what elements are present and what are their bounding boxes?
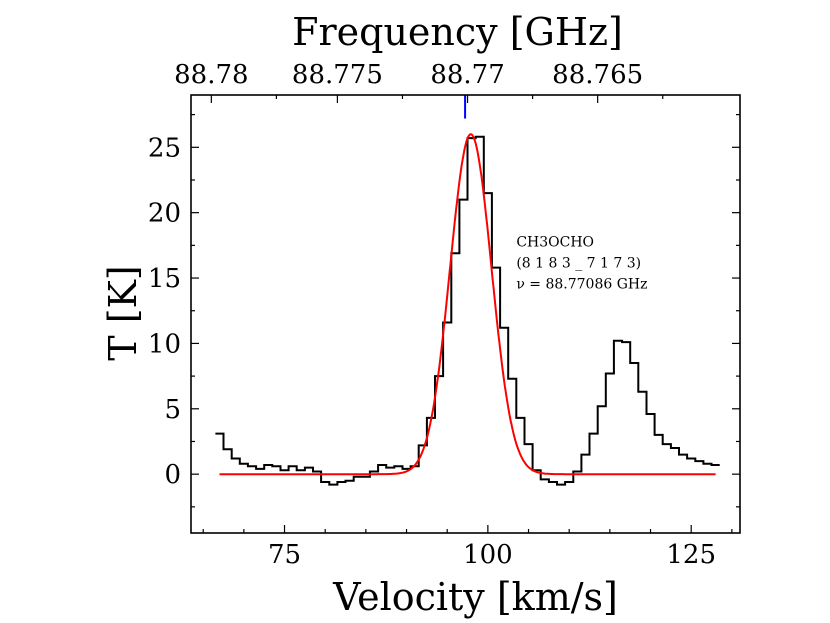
y-tick-label: 20 — [148, 199, 181, 229]
y-tick-label: 0 — [164, 460, 181, 490]
y-tick-label: 10 — [148, 329, 181, 359]
x-axis-title: Velocity [km/s] — [332, 575, 618, 619]
y-tick-label: 5 — [164, 395, 181, 425]
top-axis-title: Frequency [GHz] — [292, 10, 623, 54]
top-tick-label: 88.77 — [430, 60, 504, 90]
top-tick-label: 88.775 — [292, 60, 383, 90]
top-tick-label: 88.765 — [552, 60, 643, 90]
plot-frame — [190, 94, 741, 534]
ticks-layer: 75 100 125 0 5 10 15 20 25 88.78 88.775 88.77 88.765 — [148, 60, 740, 570]
annotation-transition: (8 1 8 3 _ 7 1 7 3) — [516, 255, 641, 271]
plot-layer — [215, 95, 720, 486]
gaussian-fit-line — [219, 133, 716, 476]
line-annotation: CH3OCHO (8 1 8 3 _ 7 1 7 3) ν = 88.77086… — [516, 234, 647, 292]
x-tick-label: 100 — [463, 540, 513, 570]
y-tick-label: 25 — [148, 133, 181, 163]
annotation-species: CH3OCHO — [516, 234, 594, 250]
annotation-frequency: ν = 88.77086 GHz — [516, 276, 647, 292]
observed-spectrum-line — [215, 135, 720, 486]
x-tick-label: 75 — [268, 540, 301, 570]
y-axis-title: T [K] — [101, 265, 145, 360]
x-tick-label: 125 — [666, 540, 716, 570]
top-tick-label: 88.78 — [174, 60, 248, 90]
y-tick-label: 15 — [148, 264, 181, 294]
